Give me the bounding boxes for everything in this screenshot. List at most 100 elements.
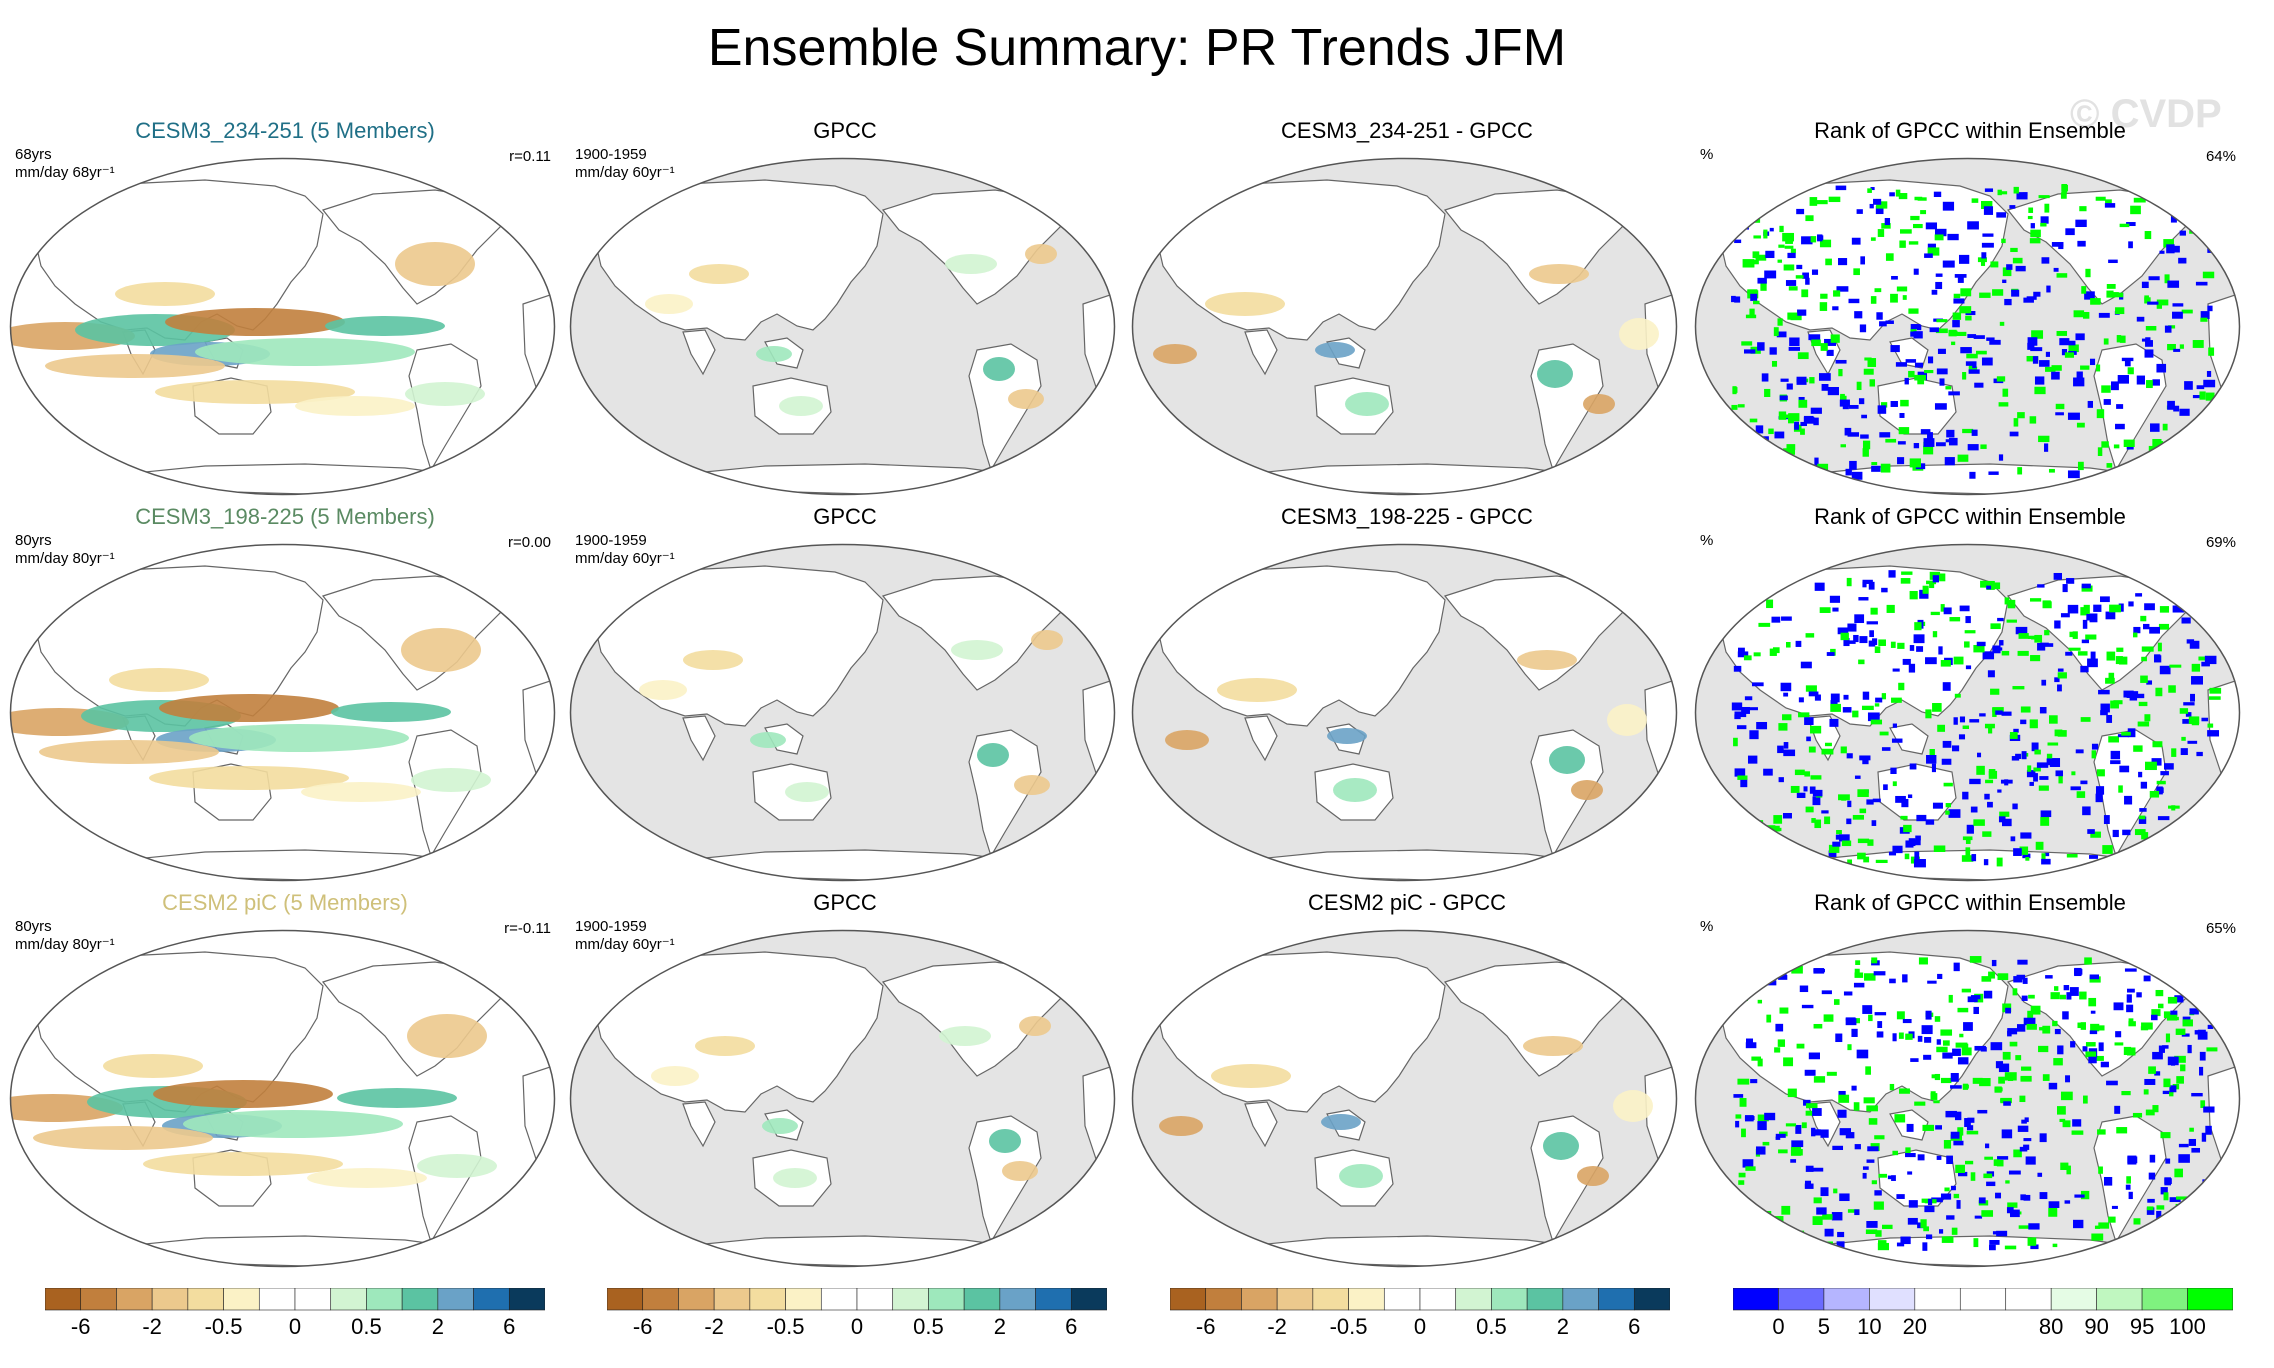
rank-cell [1883,784,1888,791]
rank-cell [1846,577,1852,587]
rank-cell [1873,971,1886,976]
rank-cell [2100,1061,2109,1068]
rank-cell [2030,655,2041,662]
rank-cell [2028,994,2035,999]
colorbar-3: -6 -2 -0.5 0 0.5 2 6 [1170,1288,1670,1350]
rank-cell [2199,391,2206,400]
rank-cell [1786,1233,1791,1239]
rank-cell [2164,1178,2172,1185]
rank-cell [1806,736,1811,742]
rank-cell [2034,634,2043,643]
rank-cell [1980,444,1987,449]
rank-cell [2124,795,2133,805]
rank-cell [1828,196,1841,203]
rank-cell [1875,205,1884,215]
rank-cell [2126,1004,2134,1013]
rank-cell [1851,1085,1857,1091]
rank-cell [1902,658,1911,665]
rank-cell [1962,1084,1969,1089]
panel-note-top: % [1700,146,1714,163]
rank-cell [1775,1133,1786,1138]
rank-cell [2103,338,2109,345]
panel-note: 80yrs mm/day 80yr⁻¹ [15,532,115,568]
rank-cell [2007,1202,2018,1208]
rank-cell [1851,1028,1858,1037]
map-outline [1694,543,2241,882]
landmass-greenland [498,565,540,607]
colorbar-swatch [785,1288,822,1311]
rank-cell [2159,606,2170,613]
rank-cell [1913,443,1920,449]
rank-cell [2082,619,2088,629]
rank-cell [1810,725,1822,734]
colorbar-tick-label: 80 [2038,1314,2064,1339]
rank-cell [2096,364,2101,372]
rank-cell [2126,1176,2131,1184]
rank-cell [1891,1175,1896,1181]
rank-cell [1968,366,1978,372]
rank-cell [1881,747,1891,751]
rank-cell [2132,1112,2143,1118]
trend-field [945,254,997,274]
rank-cell [1909,590,1918,600]
rank-cell [1858,398,1865,405]
rank-cell [2189,640,2200,649]
rank-cell [1749,730,1759,740]
rank-cell [2167,996,2178,1004]
rank-cell [1765,250,1775,259]
colorbar-swatch [401,1288,439,1311]
rank-cell [2010,836,2016,842]
rank-cell [1826,349,1834,356]
panel-title: CESM3_234-251 - GPCC [1281,118,1533,143]
rank-cell [2020,832,2032,839]
rank-cell [1959,605,1970,612]
rank-cell [1812,796,1821,806]
rank-cell [1808,1238,1815,1247]
rank-cell [2029,781,2034,786]
rank-cell [1934,1073,1941,1081]
rank-cell [1778,411,1787,420]
trend-field [989,1129,1021,1153]
rank-cell [1979,1078,1991,1087]
rank-cell [2140,615,2147,622]
rank-cell [1931,1074,1937,1079]
rank-cell [1744,696,1753,701]
rank-cell [2121,1091,2131,1096]
rank-cell [1890,293,1898,303]
rank-cell [1858,659,1865,665]
colorbar-tick-label: -2 [1267,1314,1287,1339]
rank-cell [1987,670,1995,678]
rank-cell [1968,369,1980,374]
rank-cell [2158,1045,2165,1053]
rank-cell [2012,257,2023,264]
rank-cell [2128,1018,2134,1025]
rank-cell [1819,302,1828,311]
landmass-southamerica [408,1115,482,1244]
rank-cell [1873,1201,1884,1210]
rank-cell [1899,229,1912,234]
rank-cell [1913,634,1925,644]
rank-cell [1957,1007,1969,1013]
rank-cell [1895,795,1906,803]
rank-cell [1780,682,1792,692]
panel-row3-col1: CESM2 piC (5 Members) 80yrs mm/day 80yr⁻¹ r… [5,890,565,1275]
rank-cell [2157,1003,2164,1009]
rank-cell [1803,1099,1811,1106]
rank-cell [1731,1238,1737,1246]
rank-cell [1885,438,1897,443]
rank-cell [1853,1102,1860,1111]
rank-cell [1953,717,1958,725]
rank-cell [2046,753,2053,760]
rank-cell [1900,1236,1911,1245]
rank-cell [1862,448,1869,457]
rank-cell [1979,292,1991,298]
rank-cell [2067,470,2080,479]
colorbar-swatch [928,1288,965,1311]
rank-cell [2097,1129,2106,1135]
rank-cell [1864,973,1876,981]
rank-cell [2026,1023,2037,1030]
rank-cell [1788,346,1800,351]
rank-cell [2052,1020,2058,1027]
rank-cell [1988,971,1995,979]
rank-cell [1783,692,1789,697]
